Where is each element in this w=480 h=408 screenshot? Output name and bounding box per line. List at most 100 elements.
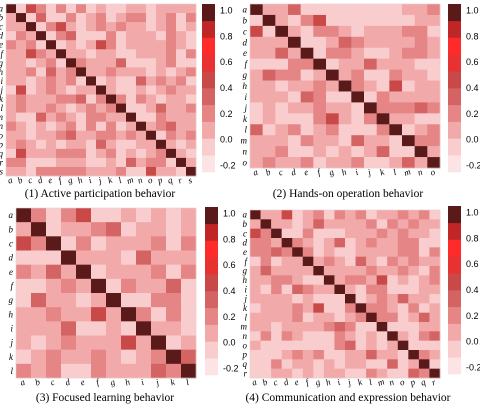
heatmap-cell xyxy=(16,321,32,336)
column-label: e xyxy=(293,377,300,388)
heatmap-cell xyxy=(166,307,182,322)
row-label: e xyxy=(243,247,247,257)
colorbar-segment xyxy=(448,4,461,22)
heatmap-cell xyxy=(250,135,263,147)
heatmap-cell xyxy=(326,14,339,27)
heatmap-cell xyxy=(16,40,27,50)
heatmap-cell xyxy=(376,146,390,158)
heatmap-cell xyxy=(136,76,147,86)
heatmap-cell xyxy=(106,58,117,68)
row-label: i xyxy=(244,284,247,294)
heatmap-cell xyxy=(166,278,182,294)
heatmap-cell xyxy=(429,219,441,229)
heatmap-cell xyxy=(76,307,92,322)
colorbar-segment xyxy=(448,323,461,341)
column-label: g xyxy=(66,175,74,186)
heatmap-cell xyxy=(313,36,327,49)
heatmap-cell xyxy=(156,4,167,14)
heatmap-cell xyxy=(387,284,399,295)
heatmap-cell xyxy=(302,228,314,239)
heatmap-cell xyxy=(121,321,137,336)
heatmap-cell xyxy=(302,322,314,332)
heatmap-cell xyxy=(364,113,377,125)
colorbar-segment xyxy=(448,206,461,224)
heatmap-cell xyxy=(61,278,77,294)
heatmap-cell xyxy=(56,13,67,23)
heatmap-cell xyxy=(176,112,187,122)
heatmap-cell xyxy=(389,102,403,114)
heatmap-cell xyxy=(364,4,377,16)
heatmap-cell xyxy=(16,22,27,32)
heatmap-cell xyxy=(418,219,430,229)
heatmap-cell xyxy=(326,102,339,114)
heatmap-cell xyxy=(146,139,157,150)
heatmap-cell xyxy=(76,85,87,95)
heatmap-cell xyxy=(313,275,325,285)
heatmap-cell xyxy=(408,210,420,220)
heatmap-cell xyxy=(402,25,415,38)
heatmap-cell xyxy=(313,284,325,295)
row-label: h xyxy=(243,81,248,91)
heatmap-cell xyxy=(186,85,197,95)
heatmap-cell xyxy=(414,25,428,38)
heatmap-cell xyxy=(136,264,152,280)
heatmap-cell xyxy=(366,275,377,285)
heatmap-cell xyxy=(151,208,167,223)
heatmap-cell xyxy=(96,31,107,41)
heatmap-cell xyxy=(355,340,367,351)
heatmap-cell xyxy=(376,102,390,114)
heatmap-cell xyxy=(86,67,97,77)
heatmap-cell xyxy=(292,331,304,341)
panel-caption: (4) Communication and expression behavio… xyxy=(245,392,450,404)
heatmap-cell xyxy=(186,13,197,23)
heatmap-cell xyxy=(66,4,77,14)
colorbar-segment xyxy=(448,239,461,257)
heatmap-cell xyxy=(176,94,187,104)
heatmap-cell xyxy=(345,228,356,239)
heatmap-cell xyxy=(56,49,67,59)
heatmap-cell xyxy=(36,31,47,41)
heatmap-cell xyxy=(26,103,37,113)
heatmap-cell xyxy=(262,69,276,81)
colorbar-segment xyxy=(205,307,218,325)
column-label: k xyxy=(106,174,114,185)
heatmap-cell xyxy=(260,256,272,267)
heatmap-cell xyxy=(313,331,325,341)
heatmap-cell xyxy=(355,331,367,341)
heatmap-cell xyxy=(121,208,137,223)
heatmap-cell xyxy=(338,91,352,103)
heatmap-cell xyxy=(166,335,182,350)
column-label: m xyxy=(376,376,386,388)
heatmap-cell xyxy=(364,102,377,114)
heatmap-cell xyxy=(262,135,276,147)
heatmap-cell xyxy=(56,148,67,159)
row-label: k xyxy=(243,303,248,313)
heatmap-cell xyxy=(6,31,17,41)
heatmap-cell xyxy=(156,49,167,59)
heatmap-cell xyxy=(96,4,107,14)
column-label: l xyxy=(185,377,191,387)
heatmap-cell xyxy=(292,368,304,379)
row-label: e xyxy=(0,40,3,50)
heatmap-cell xyxy=(414,102,428,114)
heatmap-cell xyxy=(146,67,157,77)
heatmap-cell xyxy=(260,340,272,351)
heatmap-cell xyxy=(389,69,403,81)
heatmap-cell xyxy=(96,139,107,150)
heatmap-cell xyxy=(345,219,356,229)
heatmap-cell xyxy=(334,210,346,220)
heatmap-cell xyxy=(16,85,27,95)
heatmap-cell xyxy=(186,40,197,50)
heatmap-cell xyxy=(376,80,390,92)
heatmap-cell xyxy=(36,40,47,50)
column-label: l xyxy=(367,377,373,387)
heatmap-cell xyxy=(366,247,377,257)
column-label: c xyxy=(26,175,33,186)
heatmap-cell xyxy=(16,76,27,86)
heatmap-cell xyxy=(260,312,272,323)
heatmap-cell xyxy=(6,76,17,86)
heatmap-cell xyxy=(6,85,17,95)
heatmap-cell xyxy=(156,121,167,132)
heatmap-cell xyxy=(186,148,197,159)
